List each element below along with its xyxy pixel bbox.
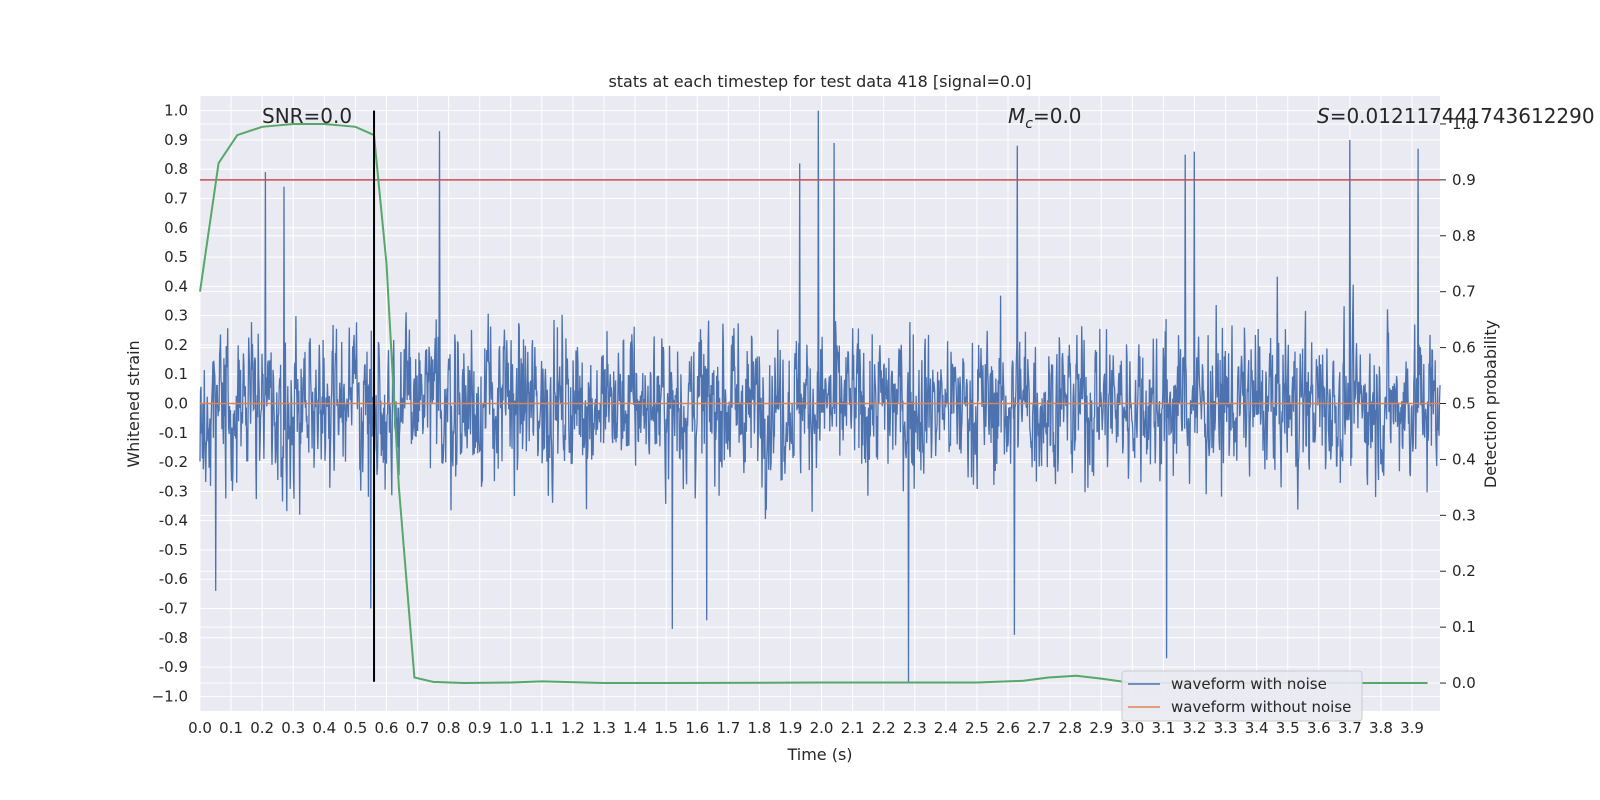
y2-tick-label: 0.0 xyxy=(1452,674,1476,692)
y-tick-label: -0.8 xyxy=(159,629,188,647)
y-tick-label: -0.4 xyxy=(159,512,188,530)
x-tick-label: 1.5 xyxy=(654,719,678,737)
x-tick-label: 1.6 xyxy=(685,719,709,737)
x-tick-label: 0.6 xyxy=(375,719,399,737)
x-tick-label: 0.7 xyxy=(406,719,430,737)
x-tick-label: 2.6 xyxy=(996,719,1020,737)
y-tick-label: -0.7 xyxy=(159,600,188,618)
x-tick-label: 1.3 xyxy=(592,719,616,737)
y2-ticks: 1.0 0.9 0.8 0.7 0.6 0.5 0.4 0.3 0.2 0.1 0.0 xyxy=(1440,115,1476,692)
legend-label-clean: waveform without noise xyxy=(1171,698,1351,716)
x-tick-label: 0.5 xyxy=(343,719,367,737)
x-tick-label: 3.7 xyxy=(1338,719,1362,737)
series-waveform-with-noise xyxy=(199,110,1441,682)
y-tick-label: 0.4 xyxy=(164,277,188,295)
y-tick-label: 0.7 xyxy=(164,190,188,208)
y-tick-label: 1.0 xyxy=(164,102,188,120)
y2-tick-label: 0.4 xyxy=(1452,450,1476,468)
legend-box xyxy=(1121,670,1363,722)
y-tick-label: 0.9 xyxy=(164,131,188,149)
series-lines xyxy=(199,110,1440,685)
noise-trace xyxy=(199,110,1441,682)
y2-tick-label: 0.7 xyxy=(1452,283,1476,301)
x-tick-label: 3.2 xyxy=(1183,719,1207,737)
series-detection-probability xyxy=(199,123,1428,685)
x-tick-label: 0.9 xyxy=(468,719,492,737)
legend-label-noise: waveform with noise xyxy=(1171,675,1327,693)
y-tick-label: -0.5 xyxy=(159,541,188,559)
x-tick-label: 3.3 xyxy=(1214,719,1238,737)
x-ticks: 0.0 0.1 0.2 0.3 0.4 0.5 0.6 0.7 0.8 0.9 1.0 1.1 1.2 1… xyxy=(188,719,1424,737)
y-tick-label: -0.6 xyxy=(159,570,188,588)
s-value: =0.012117441743612290 xyxy=(1330,104,1595,128)
chirp-mass-symbol: M xyxy=(1008,104,1025,128)
x-tick-label: 0.0 xyxy=(188,719,212,737)
x-tick-label: 1.4 xyxy=(623,719,647,737)
x-tick-label: 2.2 xyxy=(872,719,896,737)
x-tick-label: 1.7 xyxy=(716,719,740,737)
y-tick-label: -0.2 xyxy=(159,453,188,471)
s-symbol: S xyxy=(1317,104,1330,128)
y2-axis-label: Detection probability xyxy=(1481,320,1500,488)
x-tick-label: 2.0 xyxy=(810,719,834,737)
x-tick-label: 3.8 xyxy=(1369,719,1393,737)
y-tick-label: 0.8 xyxy=(164,160,188,178)
y2-tick-label: 0.1 xyxy=(1452,618,1476,636)
x-tick-label: 2.7 xyxy=(1027,719,1051,737)
x-tick-label: 0.1 xyxy=(219,719,243,737)
x-tick-label: 1.8 xyxy=(747,719,771,737)
y-tick-label: -0.3 xyxy=(159,482,188,500)
s-annotation: S=0.012117441743612290 xyxy=(1317,104,1595,128)
x-axis-label: Time (s) xyxy=(786,745,852,764)
chirp-mass-subscript: c xyxy=(1025,116,1033,132)
x-tick-label: 2.1 xyxy=(841,719,865,737)
x-tick-label: 1.1 xyxy=(530,719,554,737)
chart-title: stats at each timestep for test data 418… xyxy=(608,72,1031,91)
x-tick-label: 3.1 xyxy=(1151,719,1175,737)
y-tick-label: 0.2 xyxy=(164,336,188,354)
x-tick-label: 3.4 xyxy=(1245,719,1269,737)
x-tick-label: 2.4 xyxy=(934,719,958,737)
y2-tick-label: 0.6 xyxy=(1452,339,1476,357)
x-tick-label: 2.3 xyxy=(903,719,927,737)
chirp-mass-value: =0.0 xyxy=(1033,104,1082,128)
y2-tick-label: 0.9 xyxy=(1452,171,1476,189)
snr-annotation: SNR=0.0 xyxy=(262,104,352,128)
x-tick-label: 0.8 xyxy=(437,719,461,737)
y-tick-label: 0.1 xyxy=(164,365,188,383)
x-tick-label: 2.5 xyxy=(965,719,989,737)
chirp-mass-annotation: Mc=0.0 xyxy=(1008,104,1082,132)
x-tick-label: 1.0 xyxy=(499,719,523,737)
x-tick-label: 1.9 xyxy=(779,719,803,737)
x-tick-label: 0.4 xyxy=(312,719,336,737)
y2-tick-label: 0.3 xyxy=(1452,506,1476,524)
x-tick-label: 2.9 xyxy=(1089,719,1113,737)
y-tick-label: 0.3 xyxy=(164,307,188,325)
y2-tick-label: 1.0 xyxy=(1452,115,1476,133)
x-tick-label: 3.9 xyxy=(1400,719,1424,737)
y-axis-label: Whitened strain xyxy=(124,340,143,467)
x-tick-label: 0.2 xyxy=(250,719,274,737)
y-tick-label: −1.0 xyxy=(152,687,188,705)
x-tick-label: 2.8 xyxy=(1058,719,1082,737)
x-tick-label: 3.5 xyxy=(1276,719,1300,737)
y-tick-label: -0.1 xyxy=(159,424,188,442)
y-ticks: 1.0 0.9 0.8 0.7 0.6 0.5 0.4 0.3 0.2 0.1 0.0 -0.1 -0.… xyxy=(152,102,188,706)
x-tick-label: 0.3 xyxy=(281,719,305,737)
y2-tick-label: 0.5 xyxy=(1452,395,1476,413)
legend: waveform with noise waveform without noi… xyxy=(1121,670,1363,722)
y2-tick-label: 0.8 xyxy=(1452,227,1476,245)
x-tick-label: 1.2 xyxy=(561,719,585,737)
y-tick-label: 0.6 xyxy=(164,219,188,237)
y-tick-label: 0.0 xyxy=(164,395,188,413)
y2-tick-label: 0.2 xyxy=(1452,562,1476,580)
x-tick-label: 3.6 xyxy=(1307,719,1331,737)
y-tick-label: 0.5 xyxy=(164,248,188,266)
y-tick-label: -0.9 xyxy=(159,658,188,676)
x-tick-label: 3.0 xyxy=(1120,719,1144,737)
